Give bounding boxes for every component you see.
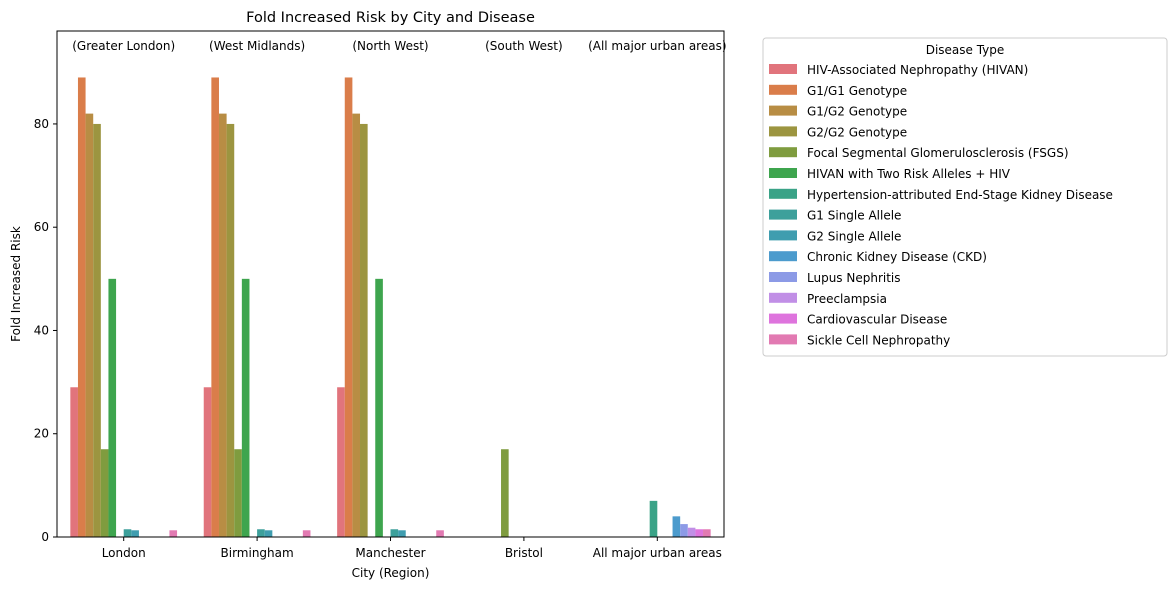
legend-label: HIVAN with Two Risk Alleles + HIV bbox=[807, 167, 1011, 181]
legend-label: HIV-Associated Nephropathy (HIVAN) bbox=[807, 63, 1028, 77]
legend-swatch bbox=[769, 64, 797, 74]
bar-birmingham-series-2 bbox=[218, 113, 227, 538]
legend-box bbox=[762, 37, 1168, 357]
legend-swatch bbox=[769, 209, 797, 220]
legend-label: G2 Single Allele bbox=[807, 229, 901, 243]
plot-frame bbox=[56, 30, 725, 538]
legend-swatch bbox=[769, 334, 797, 345]
bar-all-major-urban-areas-series-13 bbox=[703, 529, 711, 537]
region-annotation: (South West) bbox=[485, 39, 563, 53]
y-tick-label: 0 bbox=[41, 530, 49, 544]
bar-birmingham-series-8 bbox=[264, 530, 273, 537]
region-annotation: (North West) bbox=[352, 39, 428, 53]
bar-manchester-series-2 bbox=[352, 113, 361, 538]
x-tick-label: London bbox=[102, 546, 146, 560]
bar-london-series-5 bbox=[108, 278, 117, 537]
bar-birmingham-series-0 bbox=[203, 387, 212, 537]
x-axis-ticks: London Birmingham Manchester Bristol All maj… bbox=[102, 537, 722, 560]
legend-label: G1/G2 Genotype bbox=[807, 105, 907, 119]
bar-bristol-series-4 bbox=[501, 449, 509, 537]
legend-swatch bbox=[769, 147, 797, 158]
legend-label: G1 Single Allele bbox=[807, 209, 901, 223]
legend-label: Chronic Kidney Disease (CKD) bbox=[807, 250, 987, 264]
legend-swatch bbox=[769, 188, 797, 199]
bar-london-series-8 bbox=[131, 530, 139, 537]
y-tick-label: 60 bbox=[34, 220, 49, 234]
legend-label: Sickle Cell Nephropathy bbox=[807, 333, 950, 347]
bar-london-series-0 bbox=[70, 387, 78, 537]
x-tick-label: Bristol bbox=[505, 546, 543, 560]
legend-swatch bbox=[769, 84, 797, 95]
legend-label: G2/G2 Genotype bbox=[807, 125, 907, 139]
region-annotation: (West Midlands) bbox=[209, 39, 305, 53]
bar-london-series-1 bbox=[77, 77, 86, 537]
legend-swatch bbox=[769, 126, 797, 137]
bar-birmingham-series-7 bbox=[257, 529, 265, 537]
bar-manchester-series-0 bbox=[337, 387, 345, 537]
bar-london-series-7 bbox=[123, 529, 132, 537]
legend-items: HIV-Associated Nephropathy (HIVAN) G1/G1 … bbox=[769, 63, 1113, 347]
bar-all-major-urban-areas-series-9 bbox=[672, 516, 681, 537]
region-annotation: (Greater London) bbox=[72, 39, 175, 53]
legend-label: G1/G1 Genotype bbox=[807, 84, 907, 98]
legend-label: Preeclampsia bbox=[807, 292, 887, 306]
bar-london-series-13 bbox=[169, 530, 178, 537]
legend-swatch bbox=[769, 292, 797, 303]
x-tick-label: Birmingham bbox=[221, 546, 294, 560]
bar-manchester-series-1 bbox=[344, 77, 353, 537]
bars-group bbox=[70, 77, 711, 538]
annotations-group: (Greater London) (West Midlands) (North We… bbox=[72, 39, 726, 53]
bar-birmingham-series-13 bbox=[302, 530, 311, 537]
bar-birmingham-series-1 bbox=[211, 77, 219, 537]
x-tick-label: Manchester bbox=[355, 546, 425, 560]
y-tick-label: 80 bbox=[34, 117, 49, 131]
legend-title: Disease Type bbox=[926, 43, 1005, 57]
bar-birmingham-series-4 bbox=[234, 449, 242, 537]
legend-swatch bbox=[769, 272, 797, 282]
legend-label: Hypertension-attributed End-Stage Kidney… bbox=[807, 188, 1113, 202]
y-tick-label: 20 bbox=[34, 427, 49, 441]
y-tick-label: 40 bbox=[34, 323, 49, 337]
legend-swatch bbox=[769, 230, 797, 241]
chart-title: Fold Increased Risk by City and Disease bbox=[246, 10, 535, 26]
bar-all-major-urban-areas-series-11 bbox=[687, 527, 696, 537]
legend-swatch bbox=[769, 168, 797, 178]
bar-manchester-series-5 bbox=[375, 278, 383, 537]
y-axis-ticks: 0 20 40 60 80 bbox=[34, 117, 57, 544]
bar-manchester-series-13 bbox=[436, 530, 444, 537]
bar-manchester-series-3 bbox=[360, 123, 368, 537]
bar-all-major-urban-areas-series-12 bbox=[695, 529, 704, 537]
bar-london-series-4 bbox=[100, 449, 109, 537]
legend-label: Cardiovascular Disease bbox=[807, 313, 947, 327]
bar-all-major-urban-areas-series-10 bbox=[680, 524, 688, 537]
bar-manchester-series-7 bbox=[390, 529, 399, 537]
legend: Disease Type HIV-Associated Nephropathy … bbox=[762, 37, 1168, 357]
legend-label: Lupus Nephritis bbox=[807, 271, 901, 285]
region-annotation: (All major urban areas) bbox=[588, 39, 726, 53]
legend-swatch bbox=[769, 105, 797, 116]
legend-swatch bbox=[769, 313, 797, 324]
x-tick-label: All major urban areas bbox=[593, 546, 722, 560]
bar-london-series-3 bbox=[93, 123, 101, 537]
bar-london-series-2 bbox=[85, 113, 94, 538]
y-axis-label: Fold Increased Risk bbox=[9, 226, 23, 342]
bar-all-major-urban-areas-series-6 bbox=[649, 500, 658, 537]
bar-birmingham-series-3 bbox=[226, 123, 235, 537]
bar-birmingham-series-5 bbox=[241, 278, 250, 537]
bar-manchester-series-8 bbox=[398, 530, 406, 537]
legend-swatch bbox=[769, 251, 797, 262]
legend-label: Focal Segmental Glomerulosclerosis (FSGS… bbox=[807, 146, 1069, 160]
x-axis-label: City (Region) bbox=[352, 566, 430, 580]
